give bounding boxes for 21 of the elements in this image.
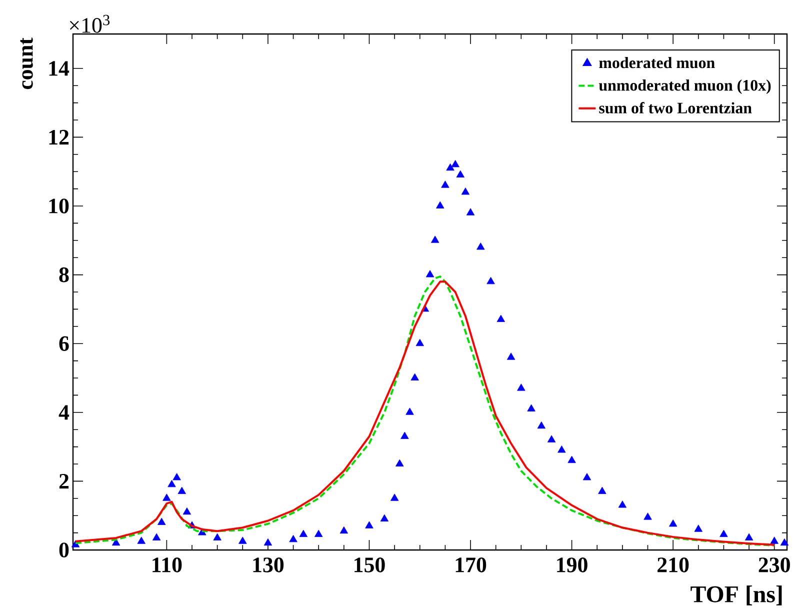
x-axis-title: TOF [ns] [690,586,782,606]
legend-label: sum of two Lorentzian [599,102,752,114]
x-tick-label: 210 [658,558,689,572]
y-tick-label: 8 [59,267,69,282]
x-tick-label: 170 [456,558,486,572]
x-tick-label: 130 [253,558,284,572]
x-tick-label: 150 [354,558,385,572]
y-tick-label: 14 [49,61,70,76]
y-axis-title: count [20,38,33,90]
legend-label: unmoderated muon (10x) [598,80,771,94]
x-tick-label: 110 [152,558,182,572]
y-tick-label: 0 [59,542,69,558]
y-tick-label: 12 [49,130,69,144]
y-tick-label: 10 [49,198,69,214]
x-tick-label: 230 [758,558,790,572]
y-tick-label: 4 [58,405,70,420]
x-tick-label: 190 [557,558,588,572]
y-tick-label: 6 [59,336,69,351]
text: ×10$^{3}$ [70,14,110,33]
legend-label: moderated muon [599,56,715,68]
y-tick-label: 2 [59,474,69,488]
